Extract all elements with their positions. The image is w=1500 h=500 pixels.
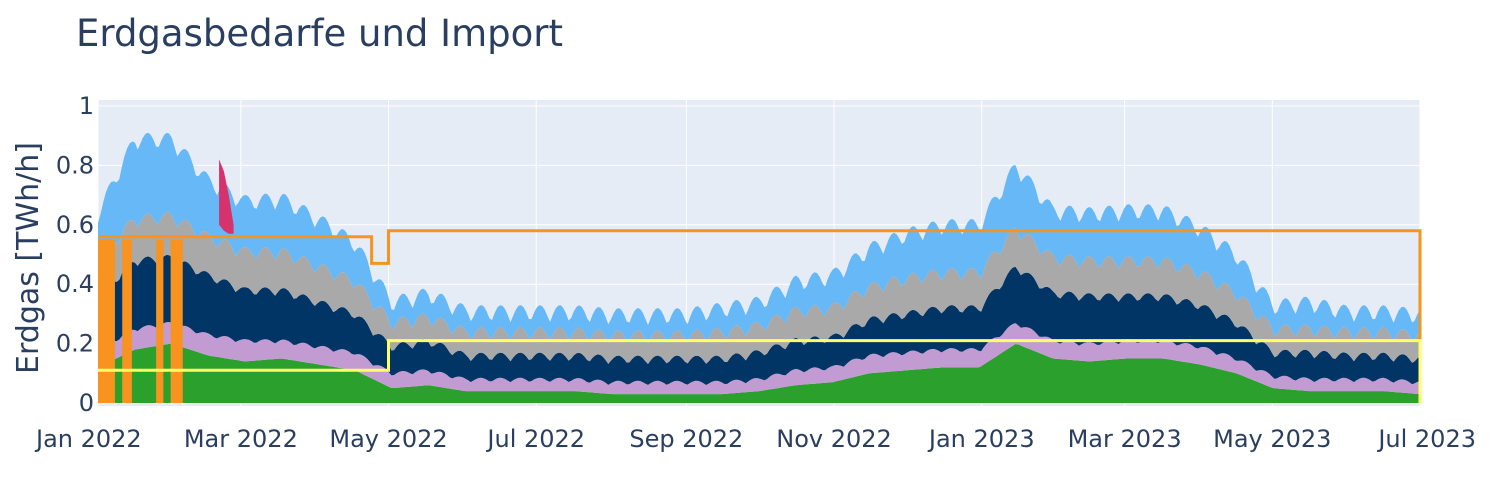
y-tick-label: 0.8 bbox=[56, 151, 94, 179]
x-axis-ticks: Jan 2022 Mar 2022 May 2022 Jul 2022 Sep 2022… bbox=[34, 425, 1476, 453]
y-tick-label: 1 bbox=[79, 92, 94, 120]
x-tick-label: May 2023 bbox=[1213, 425, 1331, 453]
import-bar bbox=[98, 239, 115, 404]
stacked-area-series bbox=[98, 343, 1420, 403]
y-tick-label: 0 bbox=[79, 389, 94, 417]
y-tick-label: 0.6 bbox=[56, 211, 94, 239]
x-tick-label: Mar 2022 bbox=[184, 425, 298, 453]
stacked-area-series bbox=[98, 211, 1420, 364]
stacked-area-series bbox=[98, 132, 1420, 344]
import-bar bbox=[156, 239, 164, 404]
y-tick-label: 0.2 bbox=[56, 330, 94, 358]
chart-title: Erdgasbedarfe und Import bbox=[76, 12, 563, 55]
x-tick-label: Jan 2022 bbox=[34, 425, 142, 453]
x-tick-label: Sep 2022 bbox=[629, 425, 743, 453]
x-tick-label: Nov 2022 bbox=[776, 425, 892, 453]
line-layer bbox=[98, 229, 1422, 404]
spike-series bbox=[219, 159, 234, 234]
x-tick-label: Jul 2022 bbox=[485, 425, 585, 453]
x-tick-label: Mar 2023 bbox=[1068, 425, 1182, 453]
y-axis-title: Erdgas [TWh/h] bbox=[11, 142, 46, 374]
stacked-area-series bbox=[98, 254, 1420, 385]
x-tick-label: Jul 2023 bbox=[1376, 425, 1476, 453]
import-bar bbox=[122, 239, 132, 404]
x-tick-label: May 2022 bbox=[329, 425, 447, 453]
x-tick-label: Jan 2023 bbox=[927, 425, 1035, 453]
y-tick-label: 0.4 bbox=[56, 270, 94, 298]
import-bar bbox=[170, 239, 183, 404]
step-line bbox=[98, 229, 1422, 403]
stacked-area-series bbox=[98, 322, 1420, 395]
step-line bbox=[98, 339, 1422, 403]
y-axis-ticks: 0 0.2 0.4 0.6 0.8 1 bbox=[56, 92, 94, 417]
area-layer bbox=[98, 132, 1420, 403]
